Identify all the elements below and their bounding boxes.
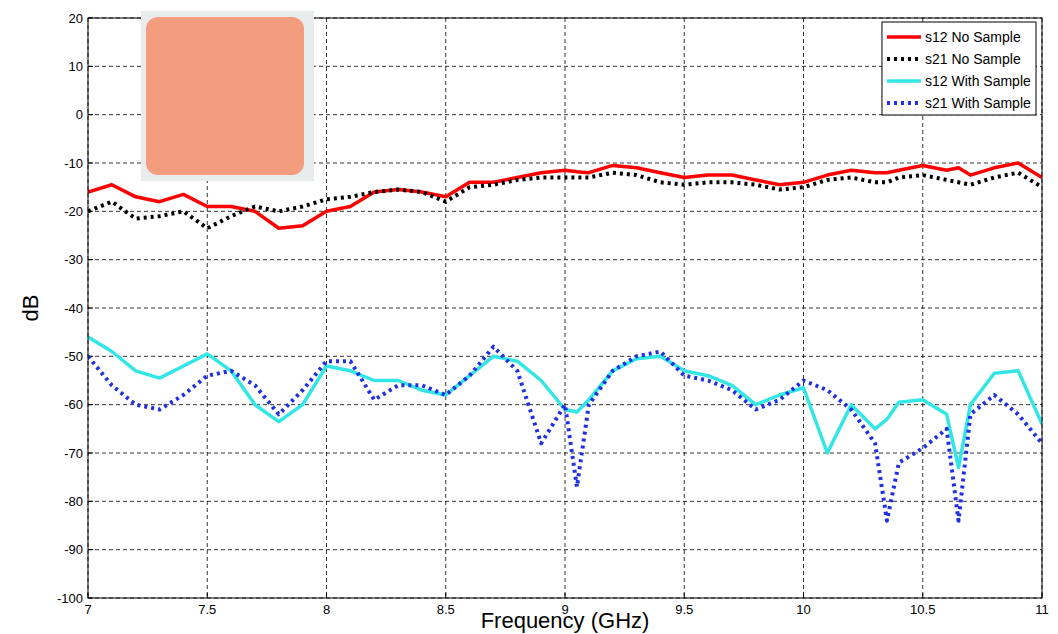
tick — [88, 163, 93, 164]
grid-line — [684, 18, 685, 598]
tick-label: 10.5 — [910, 602, 935, 617]
inset-photo — [141, 11, 314, 181]
legend-swatch — [887, 35, 921, 39]
legend-label: s21 No Sample — [925, 51, 1021, 67]
tick-label: 8 — [323, 602, 330, 617]
plot-area — [88, 18, 1042, 598]
legend-label: s21 With Sample — [925, 95, 1031, 111]
tick-label: -70 — [64, 446, 83, 461]
tick — [326, 593, 327, 598]
frame — [88, 18, 1042, 598]
tick — [88, 501, 93, 502]
legend-label: s12 With Sample — [925, 73, 1031, 89]
y-axis-title: dB — [18, 295, 43, 322]
tick-label: 8.5 — [437, 602, 455, 617]
tick-label: 9.5 — [675, 602, 693, 617]
axes: -100-90-80-70-60-50-40-30-20-100102077.5… — [57, 11, 1049, 618]
legend-swatch — [887, 79, 921, 83]
series-line — [88, 347, 1042, 521]
tick — [88, 453, 93, 454]
tick — [88, 308, 93, 309]
tick — [445, 593, 446, 598]
series-line — [88, 337, 1042, 468]
legend-swatch — [887, 101, 921, 105]
tick-label: 0 — [76, 107, 83, 122]
tick-label: -50 — [64, 349, 83, 364]
tick-label: -20 — [64, 204, 83, 219]
grid-line — [326, 18, 327, 598]
tick — [88, 404, 93, 405]
tick — [88, 114, 93, 115]
tick-label: 7.5 — [198, 602, 216, 617]
tick — [88, 549, 93, 550]
tick-label: -10 — [64, 156, 83, 171]
legend: s12 No Sample s21 No Sample s12 With Sampl… — [882, 22, 1036, 115]
x-axis-title: Frequency (GHz) — [481, 608, 650, 633]
tick-label: -30 — [64, 252, 83, 267]
tick-label: 20 — [69, 11, 83, 26]
tick-label: -100 — [57, 591, 83, 606]
grid-line — [445, 18, 446, 598]
chart: -100-90-80-70-60-50-40-30-20-100102077.5… — [0, 0, 1058, 634]
tick-label: 10 — [796, 602, 810, 617]
legend-swatch — [887, 57, 921, 61]
tick-label: -60 — [64, 397, 83, 412]
tick-label: -90 — [64, 542, 83, 557]
tick — [565, 593, 566, 598]
tick — [684, 593, 685, 598]
legend-label: s12 No Sample — [925, 29, 1021, 45]
tick — [88, 259, 93, 260]
grid-line — [803, 18, 804, 598]
tick-label: 7 — [84, 602, 91, 617]
tick-label: -40 — [64, 301, 83, 316]
grid-line — [565, 18, 566, 598]
tick — [922, 593, 923, 598]
tick — [88, 66, 93, 67]
legend-box — [882, 22, 1036, 115]
series-group — [88, 163, 1042, 521]
photo-bg — [141, 11, 314, 181]
tick-label: 11 — [1035, 602, 1049, 617]
tick-label: 10 — [69, 59, 83, 74]
tick-label: -80 — [64, 494, 83, 509]
series-line — [88, 173, 1042, 229]
tick — [207, 593, 208, 598]
tick — [803, 593, 804, 598]
photo-sample — [146, 17, 304, 175]
